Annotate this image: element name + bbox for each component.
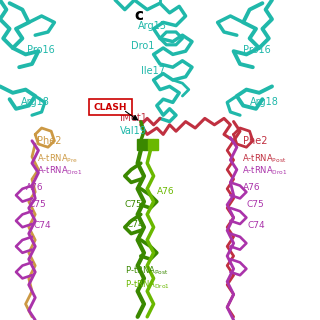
Text: A76: A76 (157, 188, 174, 196)
Text: Ile17: Ile17 (141, 66, 165, 76)
Text: A76: A76 (26, 183, 43, 192)
Text: C74: C74 (34, 221, 51, 230)
Text: Pro16: Pro16 (243, 44, 271, 55)
FancyBboxPatch shape (89, 99, 132, 115)
Text: Phe2: Phe2 (243, 136, 268, 146)
Text: P-tRNA$_{\mathregular{Dro1}}$: P-tRNA$_{\mathregular{Dro1}}$ (125, 278, 170, 291)
Text: C75: C75 (125, 200, 142, 209)
Text: A-tRNA$_{\mathregular{Dro1}}$: A-tRNA$_{\mathregular{Dro1}}$ (37, 165, 82, 178)
Bar (148, 139, 153, 150)
Text: C74: C74 (126, 220, 144, 229)
Text: Val19: Val19 (120, 126, 147, 136)
Text: Arg15: Arg15 (138, 20, 167, 31)
Text: Dro1: Dro1 (131, 41, 155, 52)
Text: A76: A76 (243, 183, 261, 192)
Text: A-tRNA$_{\mathregular{Dro1}}$: A-tRNA$_{\mathregular{Dro1}}$ (242, 165, 287, 178)
Text: C75: C75 (29, 200, 46, 209)
Bar (143, 139, 148, 150)
Text: C75: C75 (246, 200, 264, 209)
Text: Arg18: Arg18 (250, 97, 278, 108)
Text: A-tRNA$_{\mathregular{Pre}}$: A-tRNA$_{\mathregular{Pre}}$ (37, 152, 78, 165)
Text: CLASH: CLASH (94, 103, 127, 112)
Text: fMet1: fMet1 (120, 113, 148, 124)
Text: Pro16: Pro16 (27, 44, 55, 55)
Text: c: c (135, 8, 144, 23)
Text: Arg18: Arg18 (21, 97, 50, 108)
Text: A-tRNA$_{\mathregular{Post}}$: A-tRNA$_{\mathregular{Post}}$ (242, 152, 286, 165)
Bar (137, 139, 142, 150)
Text: C74: C74 (248, 221, 266, 230)
Text: P-tRNA$_{\mathregular{Post}}$: P-tRNA$_{\mathregular{Post}}$ (125, 264, 168, 277)
Bar (153, 139, 158, 150)
Text: Phe2: Phe2 (37, 136, 61, 146)
